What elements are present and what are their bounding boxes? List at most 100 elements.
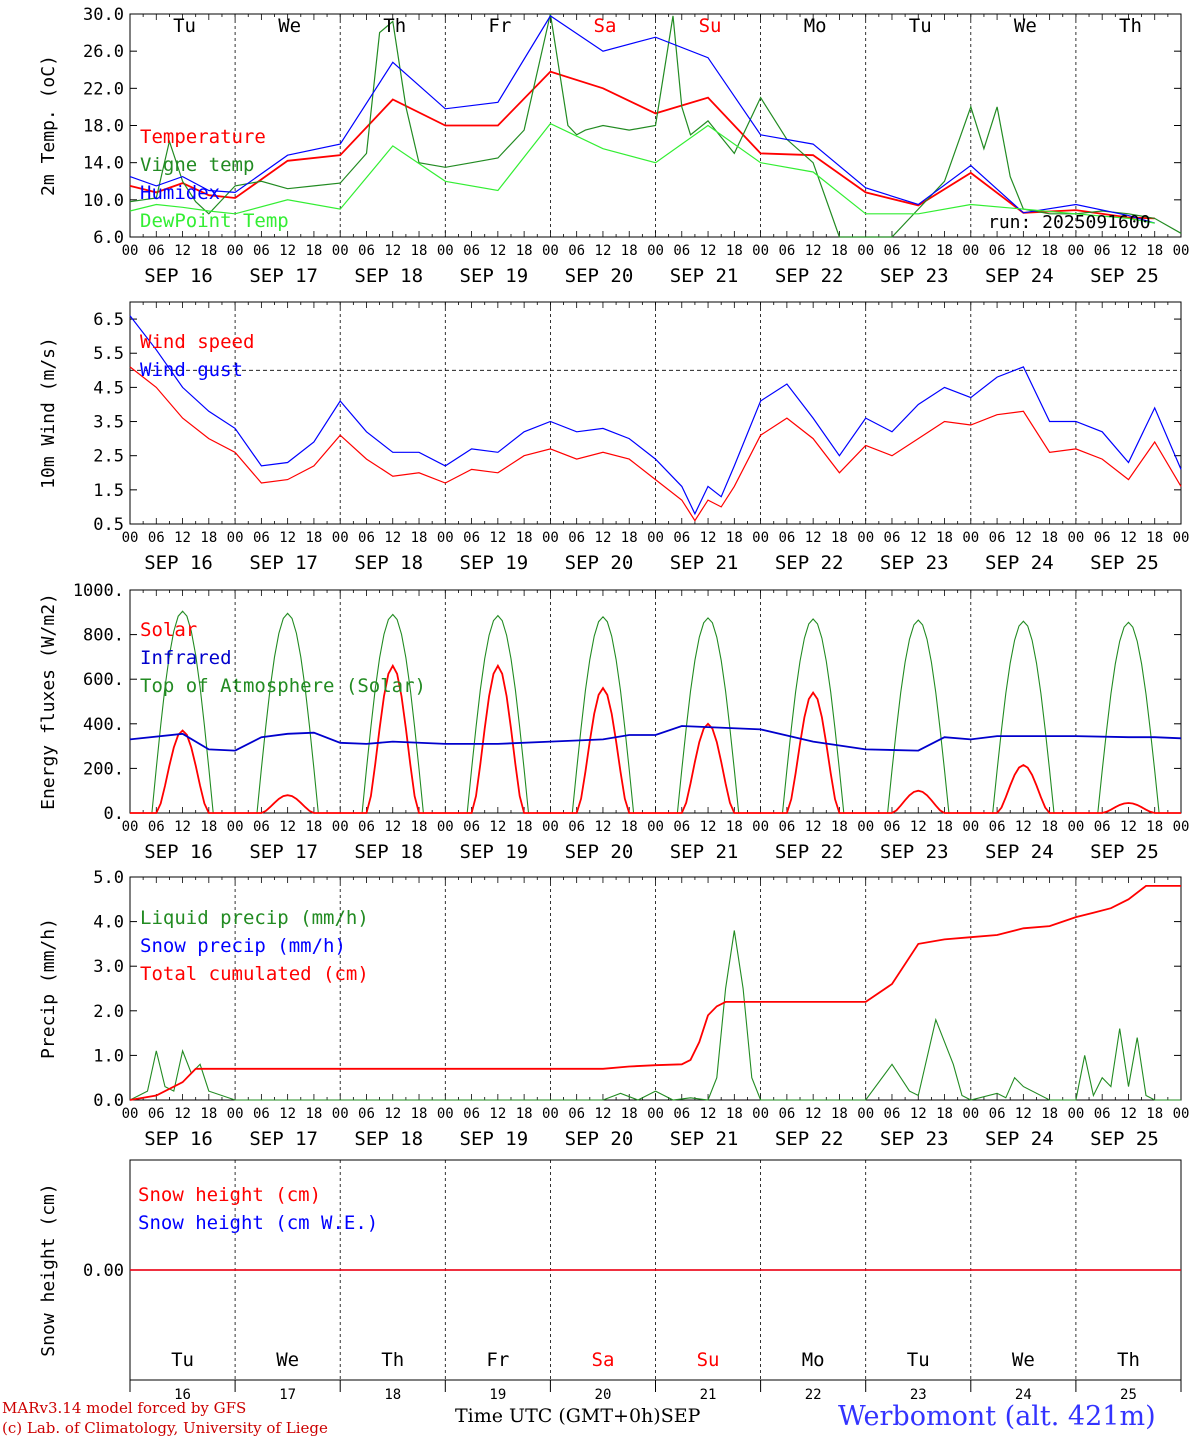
liquid-precip-series bbox=[129, 930, 1181, 1101]
hour-tick-label: 06 bbox=[358, 1106, 375, 1122]
date-label: SEP 23 bbox=[880, 841, 949, 863]
legend-3-0: Liquid precip (mm/h) bbox=[140, 907, 369, 929]
weekday-label: Mo bbox=[802, 1349, 825, 1371]
weekday-label: Su bbox=[699, 15, 722, 37]
legend-2-0: Solar bbox=[140, 619, 197, 641]
hour-tick-label: 18 bbox=[831, 530, 848, 546]
hour-tick-label: 12 bbox=[700, 530, 717, 546]
hour-tick-label: 06 bbox=[253, 243, 270, 259]
hour-tick-label: 00 bbox=[962, 530, 979, 546]
hour-tick-label: 06 bbox=[148, 530, 165, 546]
hour-tick-label: 12 bbox=[595, 1106, 612, 1122]
hour-tick-label: 00 bbox=[1173, 243, 1190, 259]
hour-tick-label: 06 bbox=[884, 530, 901, 546]
hour-tick-label: 12 bbox=[1015, 530, 1032, 546]
hour-tick-label: 06 bbox=[568, 1106, 585, 1122]
date-label: SEP 22 bbox=[775, 265, 844, 287]
date-label: SEP 16 bbox=[144, 552, 213, 574]
weekday-label: Tu bbox=[907, 1349, 930, 1371]
day-number-label: 25 bbox=[1120, 1387, 1137, 1403]
hour-tick-label: 06 bbox=[673, 530, 690, 546]
hour-tick-label: 06 bbox=[1094, 819, 1111, 835]
hour-tick-label: 18 bbox=[936, 243, 953, 259]
hour-tick-label: 06 bbox=[1094, 1106, 1111, 1122]
hour-tick-label: 06 bbox=[148, 243, 165, 259]
date-label: SEP 25 bbox=[1090, 265, 1159, 287]
date-label: SEP 23 bbox=[880, 552, 949, 574]
hour-tick-label: 06 bbox=[358, 243, 375, 259]
hour-tick-label: 06 bbox=[884, 819, 901, 835]
date-label: SEP 21 bbox=[670, 552, 739, 574]
hour-tick-label: 18 bbox=[726, 819, 743, 835]
weekday-label: Fr bbox=[488, 15, 511, 37]
legend-1-1: Wind gust bbox=[140, 359, 243, 381]
hour-tick-label: 00 bbox=[752, 1106, 769, 1122]
hour-tick-label: 00 bbox=[437, 243, 454, 259]
date-label: SEP 18 bbox=[354, 265, 423, 287]
hour-tick-label: 12 bbox=[1015, 1106, 1032, 1122]
hour-tick-label: 06 bbox=[778, 530, 795, 546]
date-label: SEP 19 bbox=[460, 1128, 529, 1150]
hour-tick-label: 00 bbox=[332, 530, 349, 546]
temp-series-3 bbox=[129, 122, 1155, 224]
weekday-label: Th bbox=[1117, 1349, 1140, 1371]
hour-tick-label: 00 bbox=[332, 819, 349, 835]
date-label: SEP 24 bbox=[985, 552, 1054, 574]
hour-tick-label: 18 bbox=[1041, 1106, 1058, 1122]
legend-0-2: Humidex bbox=[140, 182, 220, 204]
cumulated-precip-series bbox=[129, 885, 1181, 1101]
hour-tick-label: 12 bbox=[805, 243, 822, 259]
date-label: SEP 24 bbox=[985, 265, 1054, 287]
hour-tick-label: 12 bbox=[279, 243, 296, 259]
date-label: SEP 17 bbox=[249, 552, 318, 574]
hour-tick-label: 06 bbox=[884, 1106, 901, 1122]
hour-tick-label: 18 bbox=[1041, 530, 1058, 546]
date-label: SEP 20 bbox=[565, 841, 634, 863]
hour-tick-label: 06 bbox=[989, 530, 1006, 546]
weekday-label: Th bbox=[1119, 15, 1142, 37]
date-label: SEP 21 bbox=[670, 265, 739, 287]
hour-tick-label: 06 bbox=[673, 819, 690, 835]
weekday-label: We bbox=[278, 15, 301, 37]
hour-tick-label: 12 bbox=[489, 1106, 506, 1122]
hour-tick-label: 18 bbox=[936, 819, 953, 835]
hour-tick-label: 18 bbox=[411, 243, 428, 259]
temp-series-0 bbox=[129, 70, 1155, 220]
hour-tick-label: 00 bbox=[647, 530, 664, 546]
hour-tick-label: 06 bbox=[253, 819, 270, 835]
hour-tick-label: 18 bbox=[200, 243, 217, 259]
hour-tick-label: 12 bbox=[1015, 243, 1032, 259]
hour-tick-label: 18 bbox=[831, 819, 848, 835]
hour-tick-label: 00 bbox=[1067, 530, 1084, 546]
hour-tick-label: 00 bbox=[227, 1106, 244, 1122]
legend-0-3: DewPoint Temp bbox=[140, 210, 289, 232]
hour-tick-label: 00 bbox=[962, 243, 979, 259]
y-tick-label: 4.5 bbox=[93, 378, 124, 398]
time-axis-label: Time UTC (GMT+0h) bbox=[455, 1405, 661, 1427]
y-axis-label-0: 2m Temp. (oC) bbox=[38, 55, 59, 196]
hour-tick-label: 00 bbox=[1173, 1106, 1190, 1122]
hour-tick-label: 12 bbox=[805, 819, 822, 835]
hour-tick-label: 12 bbox=[595, 530, 612, 546]
hour-tick-label: 18 bbox=[200, 530, 217, 546]
hour-tick-label: 12 bbox=[174, 1106, 191, 1122]
legend-0-1: Vigne temp bbox=[140, 154, 254, 176]
hour-tick-label: 12 bbox=[279, 819, 296, 835]
hour-tick-label: 06 bbox=[253, 530, 270, 546]
date-label: SEP 16 bbox=[144, 1128, 213, 1150]
date-label: SEP 23 bbox=[880, 265, 949, 287]
hour-tick-label: 06 bbox=[568, 530, 585, 546]
hour-tick-label: 12 bbox=[1015, 819, 1032, 835]
hour-tick-label: 18 bbox=[621, 530, 638, 546]
hour-tick-label: 00 bbox=[542, 819, 559, 835]
date-label: SEP 17 bbox=[249, 841, 318, 863]
date-label: SEP 21 bbox=[670, 841, 739, 863]
hour-tick-label: 00 bbox=[122, 243, 139, 259]
hour-tick-label: 06 bbox=[463, 1106, 480, 1122]
y-tick-label: 800. bbox=[83, 626, 124, 646]
hour-tick-label: 00 bbox=[1173, 530, 1190, 546]
hour-tick-label: 12 bbox=[174, 243, 191, 259]
hour-tick-label: 06 bbox=[989, 819, 1006, 835]
hour-tick-label: 00 bbox=[542, 243, 559, 259]
hour-tick-label: 18 bbox=[411, 819, 428, 835]
